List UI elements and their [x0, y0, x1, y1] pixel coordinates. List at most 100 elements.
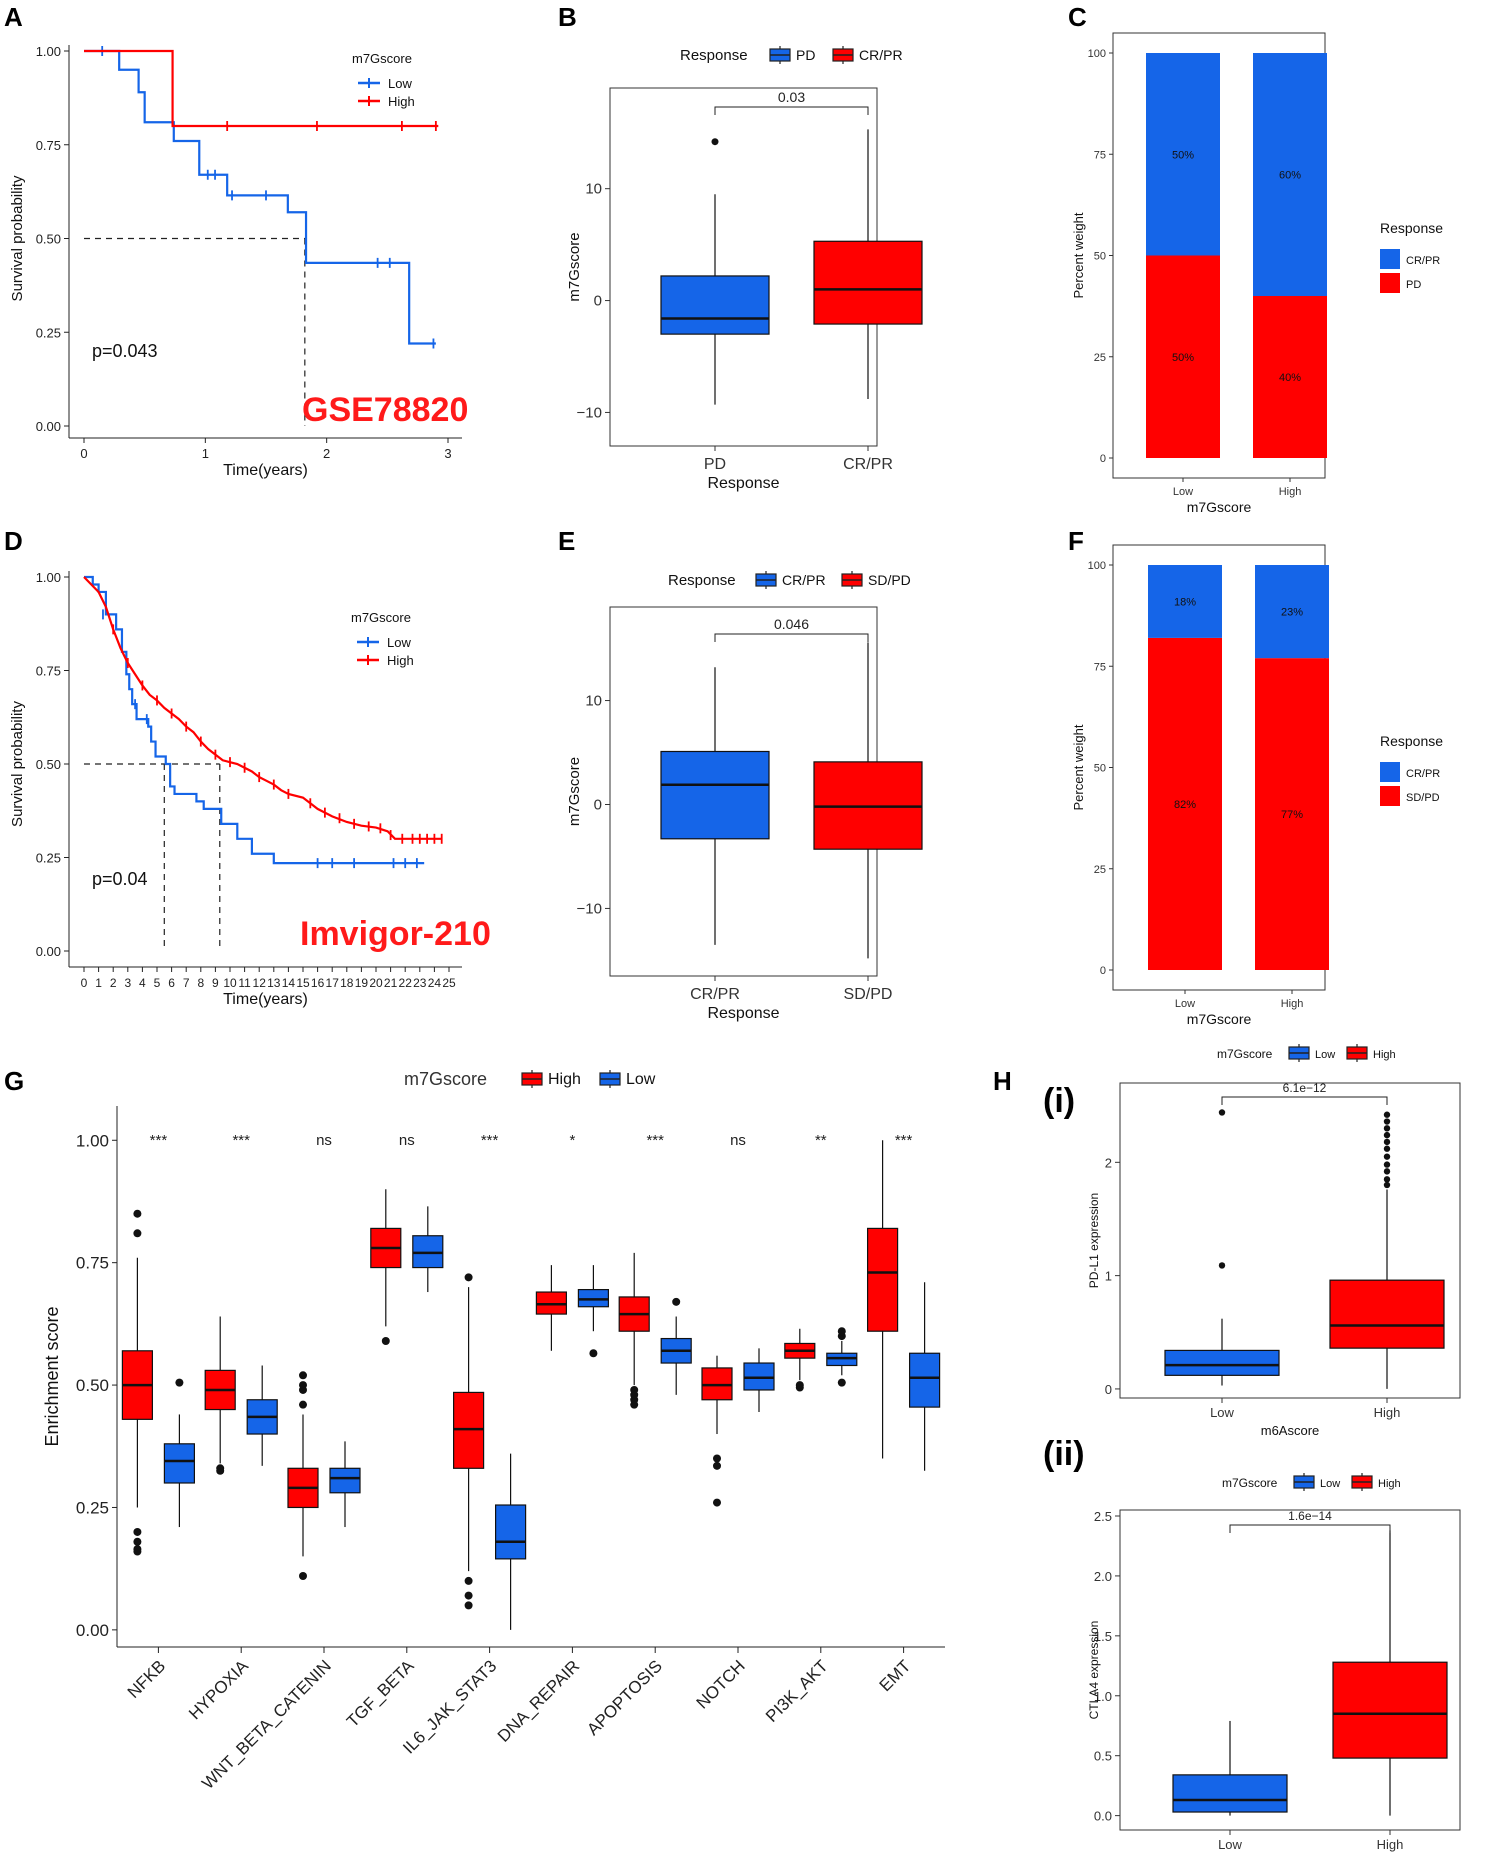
x-axis-title: Time(years) [223, 991, 308, 1008]
x-tick-label: 20 [369, 976, 383, 990]
bar-segment-pd [1253, 296, 1327, 458]
x-tick-label: SD/PD [844, 986, 893, 1003]
box-body-high [1332, 1661, 1448, 1759]
x-tick-label: 8 [197, 976, 204, 990]
x-tick-label: 7 [183, 976, 190, 990]
x-tick-label: High [1279, 486, 1302, 498]
box-outlier [713, 1498, 721, 1507]
box-outlier [1383, 1111, 1391, 1118]
legend-entry-high: High [1373, 1049, 1396, 1061]
comparison-p-value: 0.046 [774, 616, 809, 632]
y-tick-label: 0 [594, 796, 602, 813]
legend-entry-pd: PD [796, 47, 815, 63]
y-tick-label: 100 [1088, 560, 1106, 572]
box-outlier [589, 1349, 598, 1358]
comparison-bracket [1221, 1096, 1388, 1105]
bar-segment-cr-pr [1148, 565, 1222, 638]
y-tick-label: 50 [1094, 763, 1106, 775]
bar-segment-sd-pd [1255, 658, 1329, 970]
legend-key-swatch [1380, 786, 1400, 806]
y-tick-label: 25 [1094, 352, 1106, 364]
box-outlier [713, 1461, 721, 1470]
box-outlier [299, 1371, 307, 1380]
box-outlier [464, 1601, 473, 1610]
x-tick-label: Low [1210, 1405, 1234, 1420]
panel-c-stacked-bar: 0 25 50 75 100 Percent weight 50% 50% Low 40% 60% H… [1071, 32, 1443, 515]
bar-data-label: 23% [1281, 607, 1303, 619]
box-outlier [1383, 1118, 1391, 1125]
comparison-bracket [714, 633, 869, 642]
y-tick-label: 10 [585, 181, 602, 198]
y-tick-label: 0.50 [36, 232, 61, 247]
box-outlier [464, 1576, 473, 1585]
y-tick-label: 1.00 [36, 44, 61, 59]
bar-data-label: 40% [1279, 372, 1301, 384]
x-tick-label: 12 [253, 976, 267, 990]
significance-label: *** [150, 1132, 168, 1149]
y-axis-title: PD-L1 expression [1087, 1193, 1101, 1288]
box-outlier [464, 1273, 473, 1282]
y-tick-label: 0.75 [76, 1254, 109, 1273]
y-axis-title: m7Gscore [566, 232, 583, 301]
box-outlier [1383, 1138, 1391, 1146]
legend-title: Response [668, 572, 736, 589]
comparison-p-value: 0.03 [778, 89, 805, 105]
significance-label: *** [646, 1132, 664, 1149]
comparison-p-value: 1.6e−14 [1288, 1509, 1332, 1523]
legend-entry-low: Low [388, 76, 412, 91]
legend-title: Response [1380, 220, 1443, 236]
legend-key-swatch [1380, 762, 1400, 782]
box-outlier [133, 1209, 142, 1218]
bar-data-label: 82% [1174, 799, 1196, 811]
y-tick-label: 0 [594, 293, 602, 310]
legend-key-swatch [1380, 273, 1400, 293]
panel-letter-h: H [993, 1066, 1012, 1096]
x-axis-title: m7Gscore [1187, 1011, 1252, 1027]
y-tick-label: 0.00 [76, 1621, 109, 1640]
box-body-high [1329, 1279, 1445, 1349]
bar-data-label: 50% [1172, 352, 1194, 364]
box-outlier [837, 1378, 846, 1387]
box-outlier [381, 1337, 390, 1346]
legend-title: Response [680, 47, 748, 64]
legend-title: Response [1380, 733, 1443, 749]
panel-f-stacked-bar: 0 25 50 75 100 Percent weight 82% 18% Low 77% 23% H… [1071, 544, 1443, 1027]
km-curve-low [84, 575, 425, 865]
box-outlier [1383, 1168, 1391, 1175]
significance-label: ns [399, 1132, 415, 1149]
y-tick-label: 1.5 [1094, 1629, 1112, 1644]
x-tick-label: Low [1218, 1837, 1242, 1852]
panel-letter-c: C [1068, 2, 1087, 32]
y-tick-label: 0.25 [76, 1498, 109, 1517]
x-tick-label: 21 [384, 976, 398, 990]
x-tick-label: HYPOXIA [185, 1656, 252, 1723]
legend-entry-low: Low [626, 1071, 656, 1088]
panel-e-box-response: −10 0 10 m7Gscore CR/PR SD/PD Response 0.046 Res… [566, 571, 923, 1022]
y-tick-label: 100 [1088, 48, 1106, 60]
box-outlier [1383, 1153, 1391, 1160]
legend-key-swatch [1380, 249, 1400, 269]
x-tick-label: 3 [124, 976, 131, 990]
box-outlier [1383, 1131, 1391, 1139]
y-tick-label: 0.0 [1094, 1809, 1112, 1824]
legend-entry-cr-pr: CR/PR [859, 47, 903, 63]
x-tick-label: PI3K_AKT [762, 1656, 832, 1726]
panel-letter-a: A [4, 2, 23, 32]
x-tick-label: 2 [110, 976, 117, 990]
legend-entry-sd-pd: SD/PD [868, 572, 911, 588]
x-axis-title: Response [707, 1005, 779, 1022]
dataset-label: Imvigor-210 [300, 915, 491, 953]
x-tick-label: PD [704, 456, 726, 473]
box-outlier [133, 1547, 142, 1556]
y-tick-label: 1.0 [1094, 1689, 1112, 1704]
y-tick-label: 0.25 [36, 325, 61, 340]
box-body-low [329, 1467, 361, 1494]
y-tick-label: 0.50 [36, 757, 61, 772]
x-tick-label: 2 [323, 446, 330, 461]
significance-label: ** [815, 1132, 827, 1149]
significance-label: * [569, 1132, 575, 1149]
comparison-bracket [714, 106, 869, 115]
legend-entry-low: Low [387, 635, 411, 650]
x-tick-label: 17 [326, 976, 340, 990]
box-outlier [1218, 1109, 1226, 1116]
